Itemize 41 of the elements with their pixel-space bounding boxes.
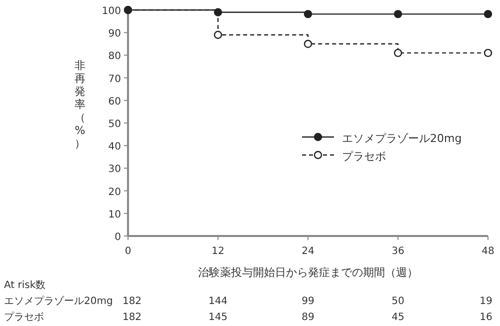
text: 89	[302, 312, 314, 323]
x-axis-title: 治験薬投与開始日から発症までの期間（週）	[198, 266, 418, 279]
x-tick-label: 0	[124, 246, 132, 257]
y-tick-label: 90	[108, 28, 121, 40]
y-tick-label: 60	[108, 96, 121, 108]
text: 19	[480, 296, 492, 307]
legend-label: エソメプラゾール20mg	[342, 132, 462, 145]
text: 145	[208, 312, 228, 323]
y-tick-label: 10	[108, 209, 121, 220]
point	[304, 40, 312, 48]
text: エソメプラゾール20mg	[4, 295, 113, 307]
legend-label: プラセボ	[342, 150, 386, 163]
y-tick-label: 50	[108, 119, 121, 130]
y-tick-label: 40	[108, 142, 121, 153]
point	[484, 10, 492, 18]
y-tick-label: 20	[108, 186, 121, 198]
x-tick-label: 24	[302, 246, 314, 257]
y-tick-label: 30	[108, 164, 121, 176]
x-tick-label: 36	[392, 246, 404, 257]
x-tick-label: 12	[212, 246, 224, 257]
point	[304, 10, 312, 18]
text: 99	[302, 296, 314, 307]
y-tick-label: 100	[102, 6, 121, 17]
point	[394, 48, 402, 58]
point	[214, 30, 222, 39]
y-tick-label: 70	[108, 74, 121, 85]
y-axis-title: 非再発率（%）	[74, 59, 86, 150]
text: At risk数	[4, 280, 46, 291]
text: 182	[122, 296, 142, 307]
text: プラセボ	[4, 311, 44, 323]
y-tick-label: 80	[108, 51, 121, 62]
text: 144	[208, 296, 228, 307]
text: 45	[392, 312, 404, 323]
point	[484, 48, 492, 58]
point	[394, 10, 402, 18]
point	[214, 8, 222, 16]
text: 182	[122, 312, 142, 323]
text: 16	[480, 312, 492, 323]
y-tick-label: 0	[114, 232, 121, 243]
x-tick-label: 48	[482, 246, 494, 257]
text: 50	[392, 296, 404, 307]
